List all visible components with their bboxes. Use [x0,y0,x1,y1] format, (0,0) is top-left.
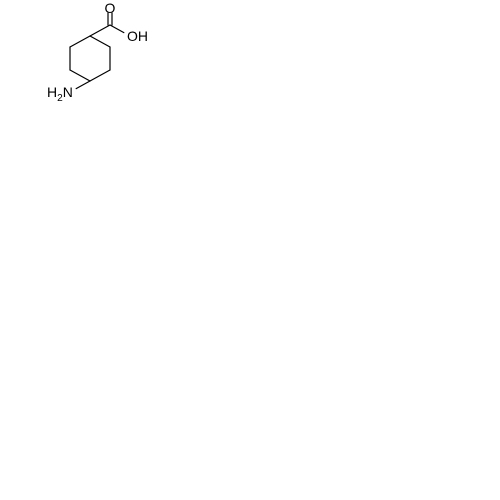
atom-label-o_dbl: O [105,1,116,15]
atom-label-o_oh: OH [127,29,148,43]
molecule-canvas: O OH H2N [0,0,500,500]
bond-layer [0,0,500,500]
atom-label-n: H2N [47,85,73,99]
